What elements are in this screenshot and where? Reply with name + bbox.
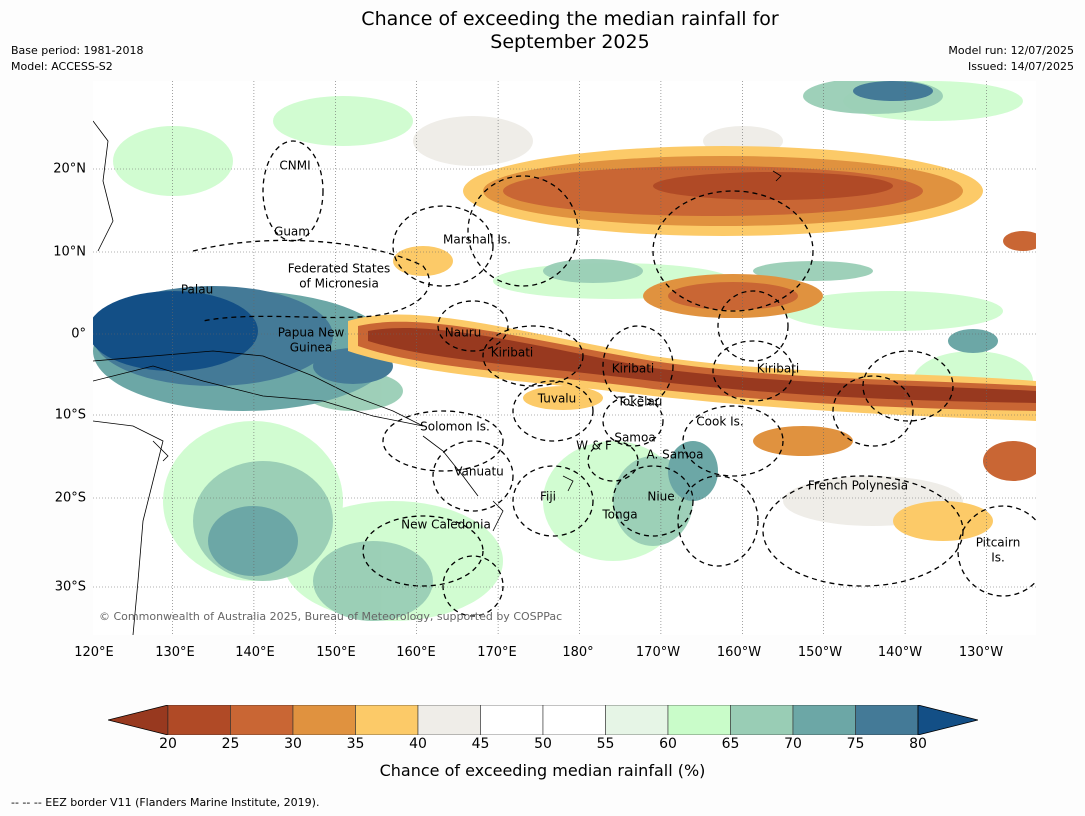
title-line-2: September 2025 [490, 31, 650, 53]
region-label-samoa: Samoa [614, 430, 656, 445]
region-label-png: Papua New [277, 325, 345, 340]
colorbar-tick: 45 [471, 736, 490, 752]
region-label-kiribati: Kiribati [490, 345, 534, 360]
colorbar-cell [667, 705, 731, 735]
region-label-vanuatu: Vanuatu [454, 464, 504, 479]
region-label-palau: Palau [180, 282, 214, 297]
colorbar-tick: 25 [221, 736, 240, 752]
map-title: Chance of exceeding the median rainfall … [0, 8, 1085, 54]
eez-borders [192, 140, 1036, 617]
region-label-fsm: Federated States [287, 261, 391, 276]
colorbar-cell [417, 705, 481, 735]
region-label-pitcairn: Is. [991, 550, 1005, 565]
region-label-solomon: Solomon Is. [420, 419, 490, 434]
lon-label: 130°W [958, 645, 1004, 660]
colorbar-tick: 75 [846, 736, 865, 752]
region-label-wallis-futuna: W & F [576, 438, 612, 453]
colorbar-extend-low [108, 705, 169, 735]
colorbar-tick: 60 [659, 736, 677, 752]
colorbar-tick: 70 [784, 736, 802, 752]
colorbar-cell [230, 705, 294, 735]
region-label-guam: Guam [274, 224, 310, 239]
lat-label: 0° [71, 326, 86, 342]
lat-label: 10°N [53, 244, 86, 260]
meta-left: Base period: 1981-2018 Model: ACCESS-S2 [11, 43, 143, 75]
colorbar-cell [605, 705, 669, 735]
issued-date: Issued: 14/07/2025 [967, 60, 1074, 73]
region-label-kiribati: Kiribati [756, 361, 800, 376]
lon-label: 170°W [635, 645, 681, 660]
colorbar-tick: 80 [909, 736, 927, 752]
meta-right: Model run: 12/07/2025 Issued: 14/07/2025 [948, 43, 1074, 75]
base-period: Base period: 1981-2018 [11, 44, 144, 57]
region-label-kiribati: Kiribati [611, 361, 655, 376]
colorbar-cell [855, 705, 919, 735]
lon-label: 140°E [235, 645, 275, 660]
region-label-tokelau: Tokelau [617, 394, 663, 409]
colorbar-cell [792, 705, 856, 735]
region-label-cook: Cook Is. [696, 414, 744, 429]
colorbar-cell [167, 705, 231, 735]
colorbar-tick: 40 [409, 736, 427, 752]
lon-label: 180° [562, 645, 594, 660]
region-label-pitcairn: Pitcairn [975, 535, 1021, 550]
lon-label: 160°E [396, 645, 436, 660]
region-label-cnmi: CNMI [279, 158, 311, 173]
region-label-tuvalu: Tuvalu [537, 391, 577, 406]
colorbar-cell [542, 705, 606, 735]
colorbar-tick: 20 [159, 736, 177, 752]
region-label-marshall: Marshall Is. [443, 232, 511, 247]
lat-label: 20°S [54, 490, 86, 506]
region-label-american-samoa: A. Samoa [646, 447, 704, 462]
region-label-tonga: Tonga [602, 507, 638, 522]
colorbar-cell [480, 705, 544, 735]
region-label-french-polynesia: French Polynesia [807, 478, 909, 493]
graticule [93, 81, 1036, 635]
lon-label: 150°E [316, 645, 356, 660]
lat-label: 30°S [54, 579, 86, 595]
colorbar [108, 705, 978, 735]
colorbar-tick: 55 [596, 736, 615, 752]
colorbar-extend-high [917, 705, 978, 735]
colorbar-cell [292, 705, 356, 735]
dry-north-band [463, 146, 1036, 318]
lon-label: 140°W [877, 645, 923, 660]
lon-label: 150°W [797, 645, 843, 660]
model-name: Model: ACCESS-S2 [11, 60, 113, 73]
eez-legend: -- -- -- EEZ border V11 (Flanders Marine… [11, 796, 320, 809]
region-label-fiji: Fiji [539, 489, 557, 504]
colorbar-tick: 30 [284, 736, 302, 752]
lat-label: 10°S [54, 407, 86, 423]
land-outlines [93, 120, 782, 635]
colorbar-cell [355, 705, 419, 735]
lon-label: 160°W [716, 645, 762, 660]
lon-label: 170°E [477, 645, 517, 660]
region-label-new-caledonia: New Caledonia [401, 517, 491, 532]
region-label-nauru: Nauru [444, 325, 482, 340]
colorbar-tick: 65 [721, 736, 740, 752]
lat-label: 20°N [53, 161, 86, 177]
title-line-1: Chance of exceeding the median rainfall … [361, 8, 779, 30]
lon-label: 120°E [74, 645, 114, 660]
copyright-notice: © Commonwealth of Australia 2025, Bureau… [99, 610, 563, 623]
colorbar-tick: 35 [346, 736, 365, 752]
region-label-niue: Niue [647, 489, 675, 504]
colorbar-cell [730, 705, 794, 735]
lon-label: 130°E [155, 645, 195, 660]
model-run: Model run: 12/07/2025 [948, 44, 1074, 57]
colorbar-label: Chance of exceeding median rainfall (%) [379, 761, 706, 780]
rainfall-map [93, 81, 1036, 635]
region-label-png: Guinea [289, 340, 333, 355]
region-label-fsm: of Micronesia [299, 276, 379, 291]
colorbar-tick: 50 [534, 736, 552, 752]
teal-areas [208, 329, 998, 576]
